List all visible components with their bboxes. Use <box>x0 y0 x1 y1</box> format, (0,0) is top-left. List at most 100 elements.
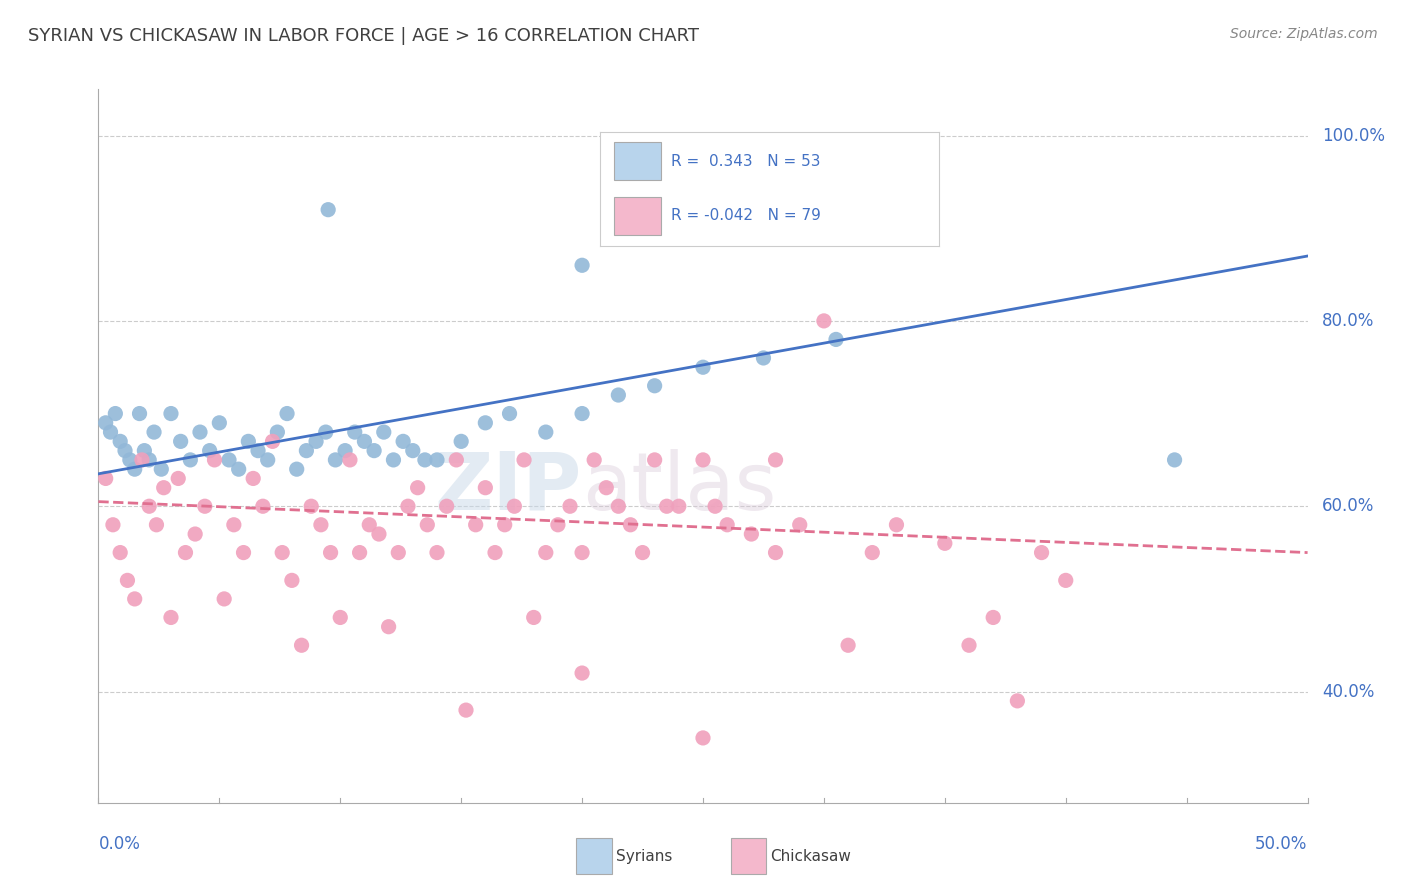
Point <box>143 425 166 439</box>
Point <box>631 545 654 559</box>
Point <box>503 500 526 514</box>
Point <box>513 453 536 467</box>
Point <box>402 443 425 458</box>
Point <box>534 425 557 439</box>
Point <box>498 407 520 421</box>
Text: R = -0.042   N = 79: R = -0.042 N = 79 <box>671 209 821 223</box>
Point <box>523 610 546 624</box>
Point <box>837 638 859 652</box>
Point <box>363 443 385 458</box>
Point <box>716 517 738 532</box>
Text: 60.0%: 60.0% <box>1322 497 1375 516</box>
Text: 0.0%: 0.0% <box>98 835 141 854</box>
Text: Source: ZipAtlas.com: Source: ZipAtlas.com <box>1230 27 1378 41</box>
Point <box>446 453 468 467</box>
Text: 50.0%: 50.0% <box>1256 835 1308 854</box>
Text: atlas: atlas <box>582 449 776 526</box>
Point <box>128 407 150 421</box>
Point <box>547 517 569 532</box>
Point <box>134 443 156 458</box>
Point <box>108 545 131 559</box>
Point <box>290 638 312 652</box>
Point <box>595 481 617 495</box>
Point <box>886 517 908 532</box>
Text: R =  0.343   N = 53: R = 0.343 N = 53 <box>671 153 821 169</box>
Point <box>315 425 337 439</box>
Point <box>104 407 127 421</box>
Point <box>426 545 449 559</box>
Point <box>484 545 506 559</box>
Point <box>692 360 714 375</box>
Point <box>276 407 298 421</box>
Point <box>494 517 516 532</box>
Point <box>152 481 174 495</box>
Point <box>222 517 245 532</box>
Point <box>619 517 641 532</box>
Point <box>765 453 787 467</box>
Point <box>464 517 486 532</box>
Point <box>247 443 270 458</box>
Point <box>387 545 409 559</box>
Point <box>704 500 727 514</box>
Point <box>644 453 666 467</box>
Point <box>377 620 399 634</box>
Point <box>204 453 226 467</box>
Point <box>981 610 1004 624</box>
Point <box>571 545 593 559</box>
Point <box>124 462 146 476</box>
Point <box>692 453 714 467</box>
Point <box>167 471 190 485</box>
Point <box>406 481 429 495</box>
FancyBboxPatch shape <box>614 197 661 235</box>
Point <box>571 666 593 681</box>
Point <box>668 500 690 514</box>
Point <box>474 481 496 495</box>
Point <box>262 434 284 449</box>
Point <box>474 416 496 430</box>
Point <box>117 574 139 588</box>
Text: SYRIAN VS CHICKASAW IN LABOR FORCE | AGE > 16 CORRELATION CHART: SYRIAN VS CHICKASAW IN LABOR FORCE | AGE… <box>28 27 699 45</box>
Point <box>359 517 381 532</box>
Text: 40.0%: 40.0% <box>1322 682 1375 700</box>
Point <box>228 462 250 476</box>
Point <box>212 591 235 606</box>
Point <box>368 527 391 541</box>
Point <box>184 527 207 541</box>
Point <box>957 638 980 652</box>
Point <box>160 610 183 624</box>
Point <box>655 500 678 514</box>
Point <box>131 453 153 467</box>
FancyBboxPatch shape <box>614 143 661 180</box>
Point <box>558 500 581 514</box>
Point <box>426 453 449 467</box>
Point <box>583 453 606 467</box>
Point <box>194 500 217 514</box>
Point <box>454 703 477 717</box>
Point <box>1163 453 1185 467</box>
Point <box>765 545 787 559</box>
Point <box>316 202 339 217</box>
Point <box>252 500 274 514</box>
Point <box>740 527 762 541</box>
Point <box>607 388 630 402</box>
Point <box>329 610 352 624</box>
Point <box>138 453 160 467</box>
Point <box>382 453 405 467</box>
Point <box>188 425 211 439</box>
Point <box>150 462 173 476</box>
Point <box>232 545 254 559</box>
Point <box>242 471 264 485</box>
Point <box>271 545 294 559</box>
Point <box>101 517 124 532</box>
Point <box>343 425 366 439</box>
Point <box>218 453 240 467</box>
Point <box>644 378 666 392</box>
Text: Syrians: Syrians <box>616 849 672 863</box>
Point <box>179 453 201 467</box>
Point <box>934 536 956 550</box>
Point <box>94 471 117 485</box>
Point <box>392 434 415 449</box>
Point <box>114 443 136 458</box>
Point <box>571 407 593 421</box>
Point <box>174 545 197 559</box>
